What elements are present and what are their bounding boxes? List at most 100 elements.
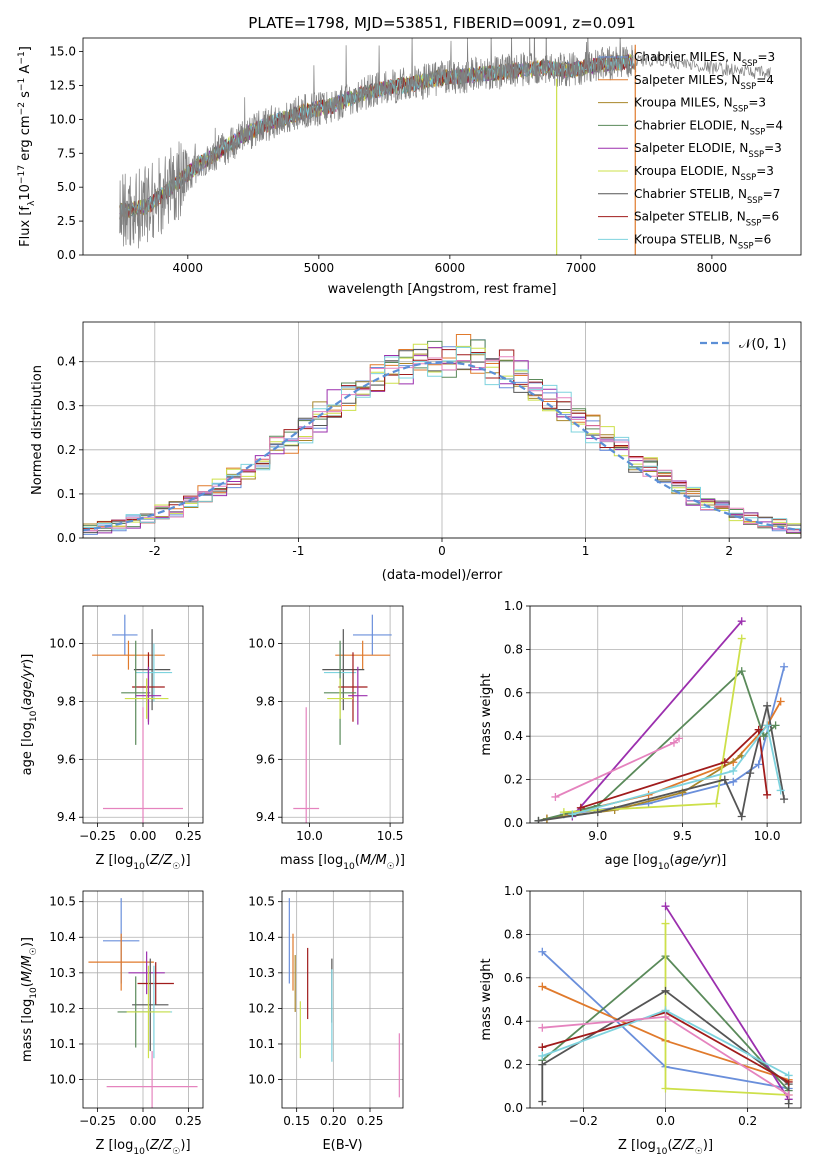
axes-frame: [529, 605, 802, 824]
x-tick-label: 9.5: [673, 829, 692, 843]
weight-marker: [661, 1084, 670, 1093]
weight-marker: [669, 738, 678, 747]
weight-marker: [784, 1099, 793, 1108]
y-tick-label: 0.4: [504, 729, 523, 743]
x-tick-label: 0.25: [357, 1114, 384, 1128]
y-tick-label: 10.2: [49, 1001, 76, 1015]
legend-entry: Salpeter MILES, NSSP=4: [634, 73, 774, 91]
x-tick-label: 7000: [566, 261, 597, 275]
observed-spectrum-line: [119, 38, 637, 249]
x-tick-label: 0.20: [320, 1114, 347, 1128]
axes-frame: [281, 605, 404, 824]
legend-entry: Kroupa STELIB, NSSP=6: [634, 232, 771, 250]
x-tick-label: −0.2: [569, 1114, 598, 1128]
plot-area: [119, 38, 771, 255]
y-axis-label: mass weight: [479, 673, 494, 755]
weight-marker: [737, 634, 746, 643]
weight-marker: [763, 721, 772, 730]
weight-marker: [737, 667, 746, 676]
residual-histogram-step: [83, 356, 801, 536]
weight-marker: [568, 810, 577, 819]
y-tick-label: 0.0: [57, 531, 76, 545]
weight-marker: [551, 792, 560, 801]
x-tick-label: −0.25: [79, 1114, 116, 1128]
x-tick-label: -1: [292, 544, 304, 558]
weight-line: [538, 705, 785, 822]
x-tick-label: 0.15: [283, 1114, 310, 1128]
legend-subscript: SSP: [742, 58, 758, 68]
y-tick-label: 9.8: [57, 694, 76, 708]
x-tick-label: 5000: [304, 261, 335, 275]
legend-entry: Chabrier MILES, NSSP=3: [634, 50, 775, 68]
plot-area: [538, 902, 793, 1108]
histogram-legend: 𝒩(0, 1): [700, 337, 786, 352]
y-tick-label: 0.2: [504, 773, 523, 787]
weight-vs-metallicity-panel: −0.2 0.0 0.2 0.0 0.2 0.4 0.6 0.8 1.0 mass weight Z…: [479, 884, 802, 1157]
weight-line: [571, 620, 743, 818]
y-axis-label: mass [log10(M/M☉)]: [20, 937, 39, 1062]
weight-marker: [771, 721, 780, 730]
age-vs-mass-panel: 10.0 10.5 9.4 9.6 9.8 10.0 mass [log10(M/M☉)]: [248, 605, 405, 872]
weight-marker: [576, 803, 585, 812]
weight-marker: [661, 902, 670, 911]
y-tick-label: 0.8: [504, 927, 523, 941]
weight-marker: [559, 808, 568, 817]
weight-marker: [538, 1097, 547, 1106]
y-tick-label: 9.6: [57, 752, 76, 766]
y-tick-label: 0.8: [504, 642, 523, 656]
weight-marker: [534, 816, 543, 823]
chart-title: PLATE=1798, MJD=53851, FIBERID=0091, z=0…: [248, 14, 635, 32]
y-tick-label: 7.5: [57, 146, 76, 160]
weight-marker: [763, 790, 772, 799]
x-tick-label: 0.25: [175, 1114, 202, 1128]
x-tick-label: 0.00: [130, 1114, 157, 1128]
y-tick-label: 10.3: [49, 966, 76, 980]
x-tick-label: 1: [582, 544, 590, 558]
legend-subscript: SSP: [741, 172, 757, 182]
weight-marker: [712, 799, 721, 808]
weight-line: [580, 727, 768, 809]
plot-area: [88, 898, 198, 1108]
y-tick-label: 15.0: [49, 45, 76, 59]
legend-entry: Salpeter ELODIE, NSSP=3: [634, 141, 782, 159]
weight-marker: [538, 947, 547, 956]
x-tick-label: −0.25: [79, 829, 116, 843]
y-tick-label: 10.0: [49, 637, 76, 651]
x-axis-label: Z [log10(Z/Z☉)]: [618, 1138, 713, 1157]
residual-histogram-panel: -2 -1 0 1 2 0.0 0.1 0.2 0.3 0.4 (data-model)/error…: [30, 321, 802, 583]
y-tick-label: 10.2: [248, 1001, 275, 1015]
weight-marker: [675, 734, 684, 743]
y-tick-label: 12.5: [49, 78, 76, 92]
x-tick-label: 10.0: [296, 829, 323, 843]
legend-subscript: SSP: [748, 149, 764, 159]
weight-marker: [746, 769, 755, 778]
weight-vs-age-panel: 9.0 9.5 10.0 0.0 0.2 0.4 0.6 0.8 1.0 mass weight a…: [479, 599, 802, 872]
y-tick-label: 9.8: [256, 694, 275, 708]
x-tick-label: 0.0: [656, 1114, 675, 1128]
x-tick-label: -2: [149, 544, 161, 558]
legend-subscript: SSP: [738, 240, 754, 250]
legend-subscript: SSP: [750, 126, 766, 136]
weight-line: [546, 701, 782, 820]
y-axis-label: age [log10(age/yr)]: [20, 654, 39, 776]
y-tick-label: 5.0: [57, 180, 76, 194]
weight-marker: [538, 1023, 547, 1032]
legend-entry: Kroupa ELODIE, NSSP=3: [634, 164, 774, 182]
x-axis-label: (data-model)/error: [382, 568, 503, 583]
weight-marker: [593, 808, 602, 817]
y-tick-label: 10.1: [49, 1037, 76, 1051]
weight-marker: [538, 982, 547, 991]
weight-marker: [784, 1090, 793, 1099]
age-vs-metallicity-panel: −0.25 0.00 0.25 9.4 9.6 9.8 10.0 Z [log10(Z/Z☉)…: [20, 605, 204, 872]
legend-subscript: SSP: [733, 104, 749, 114]
y-tick-label: 10.4: [248, 930, 275, 944]
plot-area: [288, 898, 400, 1098]
axes-frame: [82, 605, 204, 824]
legend-entry: Chabrier STELIB, NSSP=7: [634, 187, 780, 205]
y-tick-label: 0.0: [57, 248, 76, 262]
plot-area: [293, 614, 392, 823]
axes-frame: [529, 890, 802, 1109]
weight-marker: [729, 766, 738, 775]
observed-spectrum-tail: [635, 52, 771, 79]
